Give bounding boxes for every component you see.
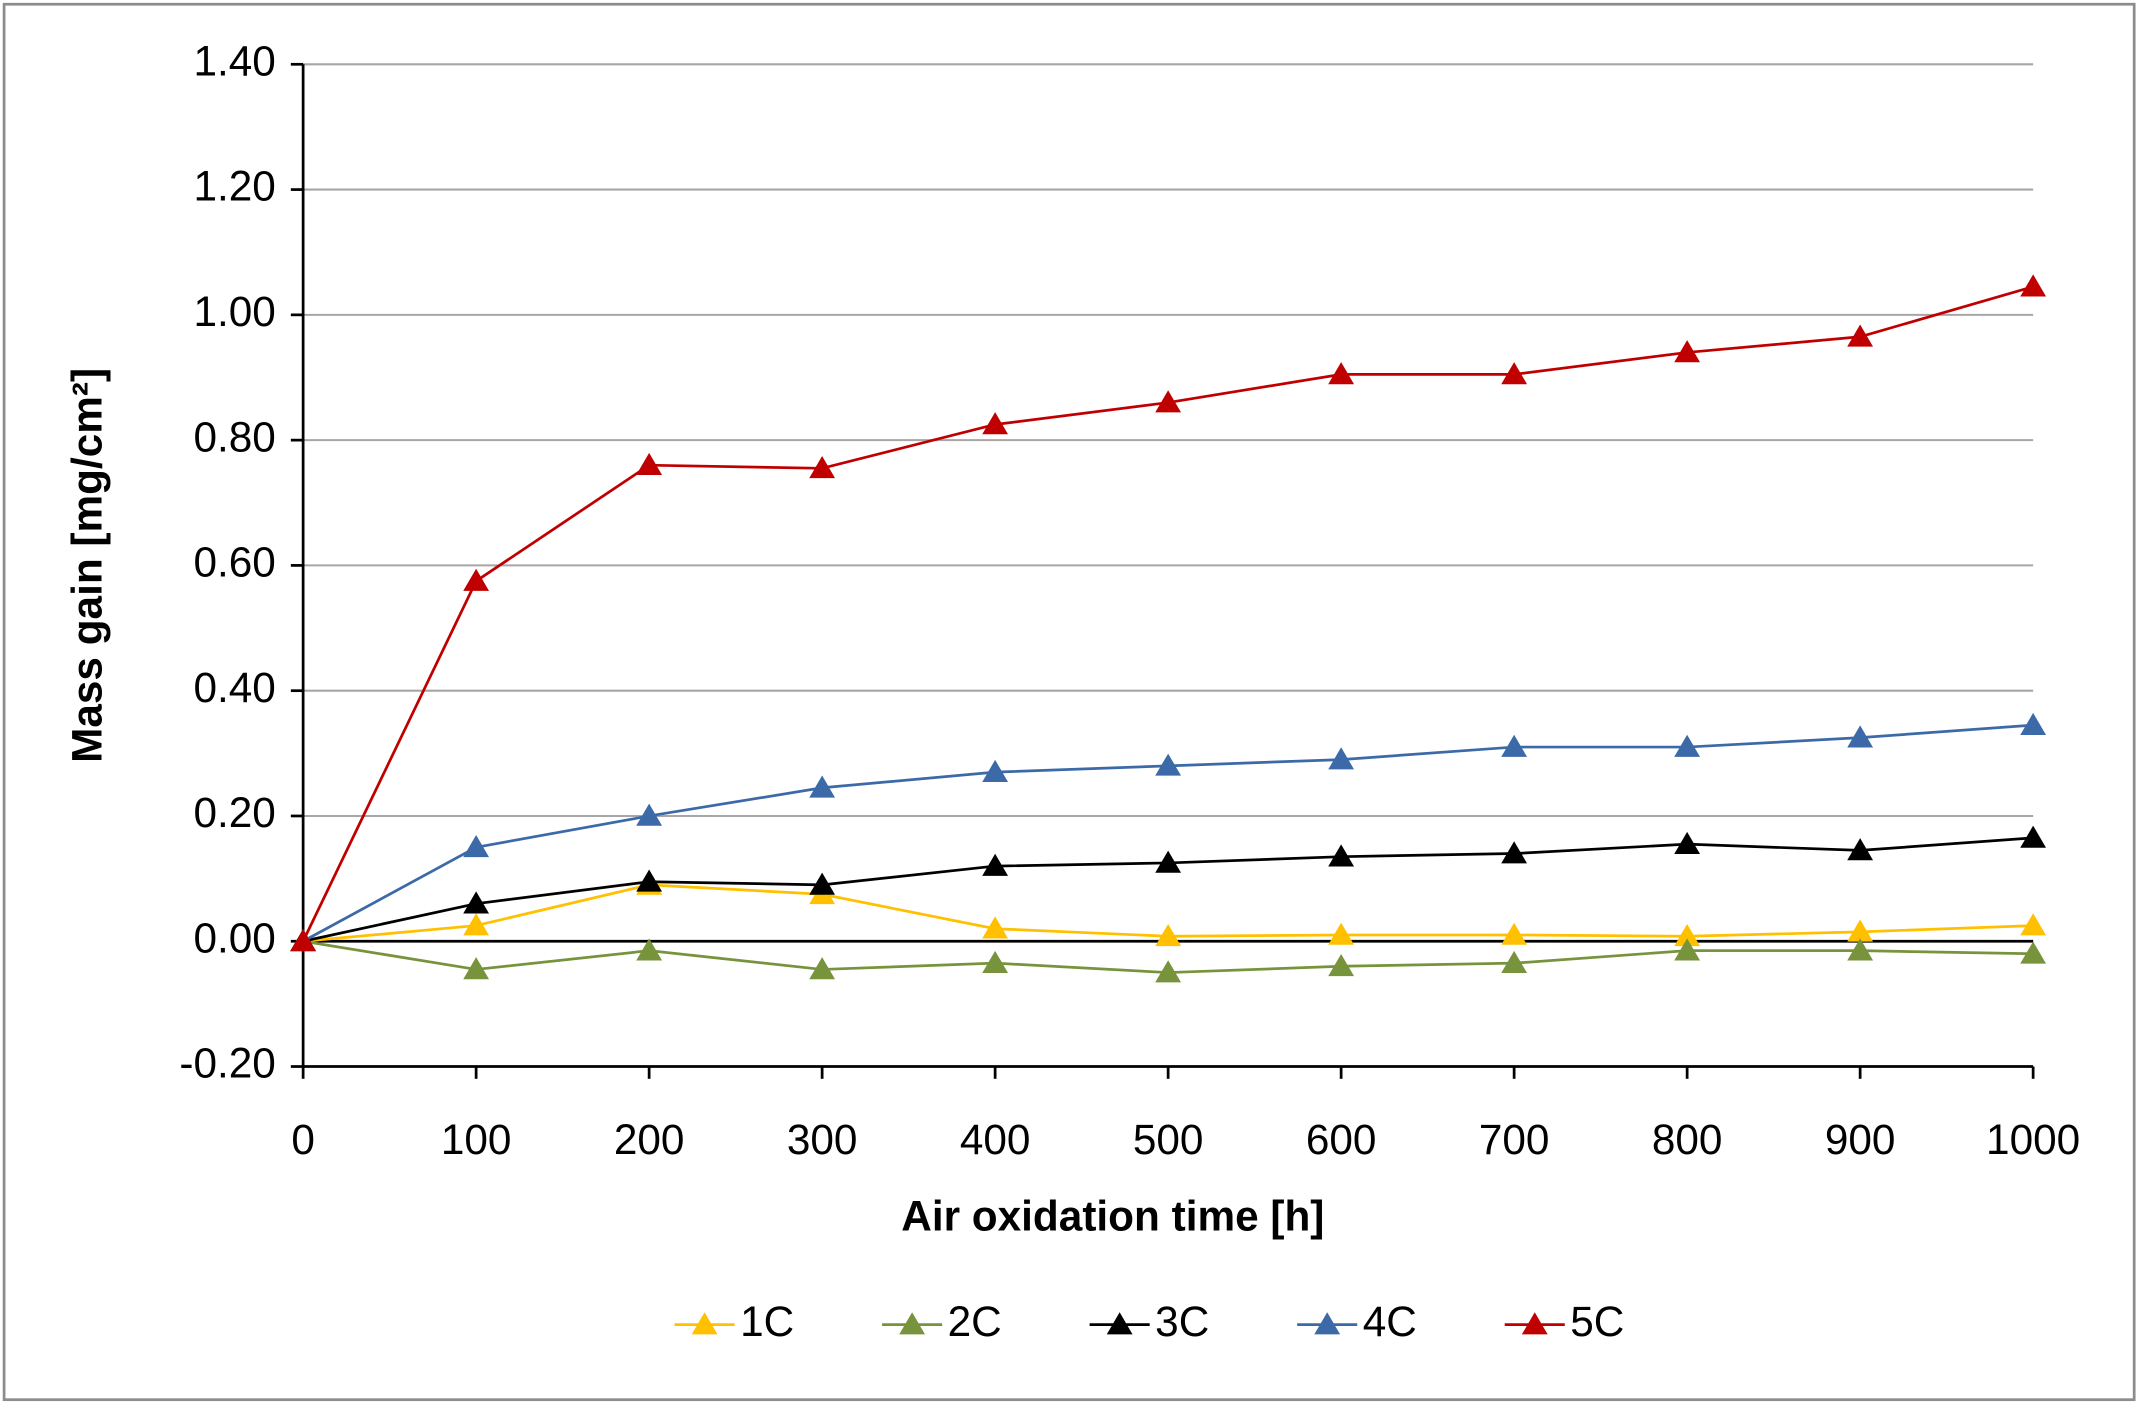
legend-marker: [1314, 1312, 1341, 1335]
y-tick-label: 1.40: [193, 37, 275, 84]
marker: [809, 957, 836, 980]
marker: [809, 456, 836, 479]
marker: [636, 452, 663, 476]
marker: [463, 568, 490, 591]
marker: [1501, 841, 1528, 864]
marker: [982, 853, 1009, 876]
x-tick-label: 800: [1652, 1116, 1723, 1163]
legend-label: 2C: [948, 1298, 1002, 1345]
marker: [1674, 831, 1701, 854]
marker: [1847, 938, 1874, 961]
marker: [1847, 919, 1874, 942]
marker: [636, 938, 663, 961]
marker: [1847, 838, 1874, 861]
legend-label: 4C: [1363, 1298, 1417, 1345]
marker: [2020, 913, 2047, 936]
x-tick-label: 400: [960, 1116, 1031, 1163]
marker: [1328, 954, 1355, 977]
legend-label: 3C: [1155, 1298, 1209, 1345]
marker: [1501, 734, 1528, 757]
marker: [1328, 844, 1355, 867]
marker: [809, 775, 836, 798]
x-tick-label: 100: [441, 1116, 512, 1163]
legend-label: 5C: [1570, 1298, 1624, 1345]
marker: [1155, 850, 1182, 873]
y-tick-label: 0.00: [193, 914, 275, 961]
marker: [982, 950, 1009, 973]
legend-marker: [691, 1312, 718, 1335]
marker: [1328, 747, 1355, 770]
y-axis-label: Mass gain [mg/cm²]: [63, 368, 110, 763]
x-tick-label: 700: [1479, 1116, 1550, 1163]
legend-marker: [1521, 1312, 1548, 1335]
y-tick-label: 0.60: [193, 539, 275, 586]
x-tick-label: 500: [1133, 1116, 1204, 1163]
legend-label: 1C: [740, 1298, 794, 1345]
x-tick-label: 0: [291, 1116, 315, 1163]
y-tick-label: -0.20: [179, 1040, 275, 1087]
marker: [1847, 725, 1874, 748]
x-tick-label: 600: [1306, 1116, 1377, 1163]
marker: [463, 834, 490, 858]
marker: [1501, 362, 1528, 385]
marker: [463, 891, 490, 914]
marker: [1155, 390, 1182, 413]
marker: [1674, 340, 1701, 363]
marker: [1328, 922, 1355, 945]
x-tick-label: 200: [614, 1116, 685, 1163]
marker: [1674, 938, 1701, 961]
marker: [982, 412, 1009, 435]
x-axis-label: Air oxidation time [h]: [901, 1193, 1324, 1240]
marker: [2020, 825, 2047, 848]
marker: [1674, 734, 1701, 757]
marker: [290, 928, 317, 952]
y-tick-label: 1.20: [193, 163, 275, 210]
marker: [636, 803, 663, 826]
legend-marker: [1106, 1312, 1133, 1335]
marker: [1501, 950, 1528, 973]
y-tick-label: 0.20: [193, 789, 275, 836]
marker: [982, 759, 1009, 782]
marker: [2020, 274, 2047, 297]
y-tick-label: 0.40: [193, 664, 275, 711]
x-tick-label: 300: [787, 1116, 858, 1163]
marker: [1501, 922, 1528, 945]
marker: [982, 916, 1009, 939]
marker: [1674, 923, 1701, 947]
x-tick-label: 1000: [1986, 1116, 2080, 1163]
marker: [1155, 753, 1182, 776]
marker: [1155, 923, 1182, 947]
marker: [1328, 362, 1355, 385]
marker: [2020, 941, 2047, 964]
marker: [809, 872, 836, 895]
marker: [1155, 960, 1182, 983]
y-tick-label: 1.00: [193, 288, 275, 335]
marker: [463, 913, 490, 936]
marker: [1847, 324, 1874, 347]
x-tick-label: 900: [1825, 1116, 1896, 1163]
y-tick-label: 0.80: [193, 413, 275, 460]
legend-marker: [899, 1312, 926, 1335]
marker: [463, 957, 490, 980]
marker: [2020, 712, 2047, 735]
marker: [636, 869, 663, 892]
